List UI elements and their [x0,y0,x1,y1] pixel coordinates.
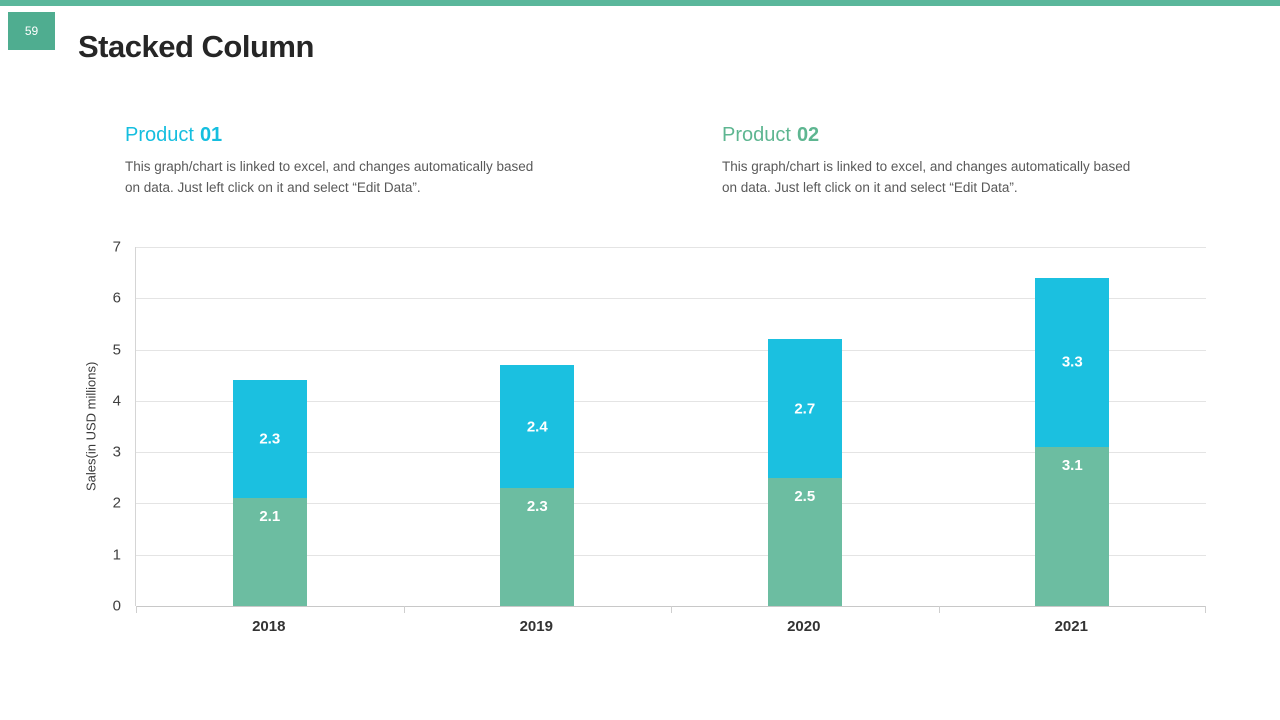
gridline [136,503,1206,505]
segment-value-label: 2.7 [794,400,816,418]
y-tick-label: 5 [112,341,121,359]
product-1-label: Product [125,124,194,146]
gridline [136,247,1206,248]
x-tick-label: 2019 [519,618,553,635]
segment-value-label: 2.3 [259,430,281,448]
segment-value-label: 2.5 [794,487,816,505]
gridline [136,554,1206,556]
x-tick-label: 2021 [1054,618,1088,635]
segment-value-label: 3.1 [1061,457,1083,475]
y-tick-label: 1 [112,546,121,564]
gridline [136,400,1206,402]
x-axis-tick [671,606,672,613]
y-tick-label: 7 [112,238,121,256]
bar-segment: 2.3 [500,488,575,606]
y-tick-label: 4 [112,392,121,410]
x-axis-tick [938,606,940,613]
page-number-badge: 59 [8,12,55,50]
y-tick-label: 3 [112,443,121,461]
product-1-description: This graph/chart is linked to excel, and… [125,159,534,195]
product-2-label: Product [722,124,791,146]
x-axis-tick [136,606,137,613]
bar-segment: 2.1 [232,498,307,606]
gridline [136,298,1206,300]
x-tick-label: 2018 [252,618,286,635]
gridline [136,349,1206,351]
bar-segment: 3.3 [1035,277,1110,448]
bar-segment: 2.7 [767,339,842,478]
y-tick-label: 2 [112,494,121,512]
segment-value-label: 2.1 [259,508,281,526]
plot-area: 2.1 2.3 2.3 2.4 2.5 2.7 3.1 3.3 [135,247,1206,613]
product-2-block: Product 02 This graph/chart is linked to … [722,124,1152,199]
bar-segment: 2.3 [232,380,307,499]
bar-segment: 2.5 [767,477,842,606]
product-1-block: Product 01 This graph/chart is linked to … [125,124,555,199]
product-2-heading: Product 02 [722,124,1152,147]
product-1-heading: Product 01 [125,124,555,147]
x-axis-tick [403,606,405,613]
top-accent-bar [0,0,1280,6]
page-number: 59 [24,24,39,38]
y-axis-labels: 0 1 2 3 4 5 6 7 [85,239,127,615]
product-2-description: This graph/chart is linked to excel, and… [722,159,1131,195]
x-tick-label: 2020 [787,618,821,635]
y-tick-label: 6 [112,289,121,307]
gridline [136,452,1206,454]
x-axis-labels: 2018 2019 2020 2021 [135,606,1205,636]
y-tick-label: 0 [112,597,121,615]
bar-segment: 3.1 [1035,447,1110,606]
slide-title: Stacked Column [78,28,314,64]
product-1-number: 01 [199,124,223,146]
segment-value-label: 2.3 [526,498,548,516]
bar-segment: 2.4 [500,364,575,489]
x-axis-tick [1205,606,1206,613]
product-2-number: 02 [796,124,820,146]
segment-value-label: 2.4 [526,418,548,435]
segment-value-label: 3.3 [1061,353,1083,371]
